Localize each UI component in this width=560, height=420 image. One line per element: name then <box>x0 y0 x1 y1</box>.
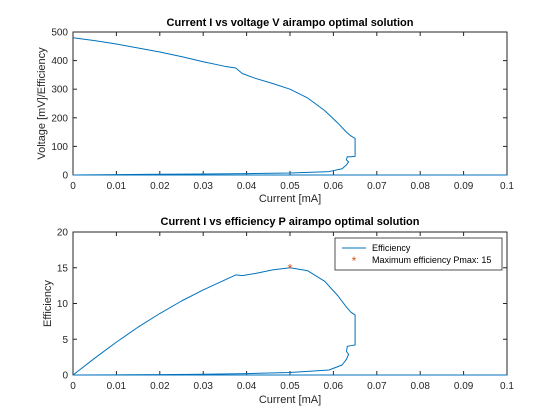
efficiency-chart-legend: Efficiency * Maximum efficiency Pmax: 15 <box>334 237 503 271</box>
voltage-chart-ticks: 0 0.01 0.02 0.03 0.04 0.05 0.06 0.07 0.08 0.09 0.1… <box>51 28 514 193</box>
legend-max-marker: * <box>352 254 357 268</box>
x-tick-label: 0.08 <box>410 181 430 192</box>
x-tick-label: 0.04 <box>237 181 257 192</box>
x-tick-label: 0.09 <box>454 381 474 392</box>
efficiency-chart: Current I vs efficiency P airampo optima… <box>42 216 514 406</box>
legend-box <box>334 237 503 271</box>
x-tick-label: 0 <box>70 381 76 392</box>
y-tick-label: 10 <box>57 299 69 310</box>
x-tick-label: 0.05 <box>280 181 300 192</box>
x-tick-label: 0.02 <box>150 381 170 392</box>
x-tick-label: 0.06 <box>324 381 344 392</box>
x-tick-label: 0.02 <box>150 181 170 192</box>
series-line-0 <box>72 267 507 376</box>
series-line-0 <box>72 37 507 176</box>
x-tick-label: 0.09 <box>454 181 474 192</box>
x-tick-label: 0.07 <box>367 181 387 192</box>
efficiency-chart-xlabel: Current [mA] <box>259 394 321 406</box>
voltage-chart-series <box>72 37 507 176</box>
y-tick-label: 0 <box>62 171 68 182</box>
x-tick-label: 0.06 <box>324 181 344 192</box>
y-tick-label: 300 <box>51 85 68 96</box>
efficiency-chart-title: Current I vs efficiency P airampo optima… <box>161 216 420 228</box>
voltage-chart-frame <box>72 31 508 176</box>
x-tick-label: 0.01 <box>107 381 127 392</box>
y-tick-label: 400 <box>51 56 68 67</box>
y-tick-label: 20 <box>57 228 69 239</box>
y-tick-label: 5 <box>62 335 68 346</box>
x-tick-label: 0.05 <box>280 381 300 392</box>
voltage-chart-xlabel: Current [mA] <box>259 193 321 205</box>
efficiency-chart-ylabel: Efficiency <box>42 280 54 327</box>
y-tick-label: 100 <box>51 142 68 153</box>
max-efficiency-marker: * <box>287 261 292 276</box>
y-tick-label: 0 <box>62 371 68 382</box>
x-tick-label: 0.07 <box>367 381 387 392</box>
x-tick-label: 0.08 <box>410 381 430 392</box>
x-tick-label: 0.1 <box>500 181 514 192</box>
x-tick-label: 0.01 <box>107 181 127 192</box>
efficiency-chart-series: * <box>72 261 507 376</box>
legend-max-label: Maximum efficiency Pmax: 15 <box>372 255 491 265</box>
voltage-chart-ylabel: Voltage [mV]/Efficiency <box>36 47 48 160</box>
voltage-chart-title: Current I vs voltage V airampo optimal s… <box>167 17 414 29</box>
legend-efficiency-label: Efficiency <box>372 243 411 253</box>
x-tick-label: 0.03 <box>193 381 213 392</box>
y-tick-label: 15 <box>57 263 69 274</box>
x-tick-label: 0.04 <box>237 381 257 392</box>
x-tick-label: 0.03 <box>193 181 213 192</box>
y-tick-label: 200 <box>51 113 68 124</box>
x-tick-label: 0 <box>70 181 76 192</box>
voltage-chart: Current I vs voltage V airampo optimal s… <box>36 17 514 205</box>
y-tick-label: 500 <box>51 28 68 39</box>
efficiency-chart-ticks: 0 0.01 0.02 0.03 0.04 0.05 0.06 0.07 0.08 0.09 0.1… <box>57 228 515 393</box>
x-tick-label: 0.1 <box>500 381 514 392</box>
